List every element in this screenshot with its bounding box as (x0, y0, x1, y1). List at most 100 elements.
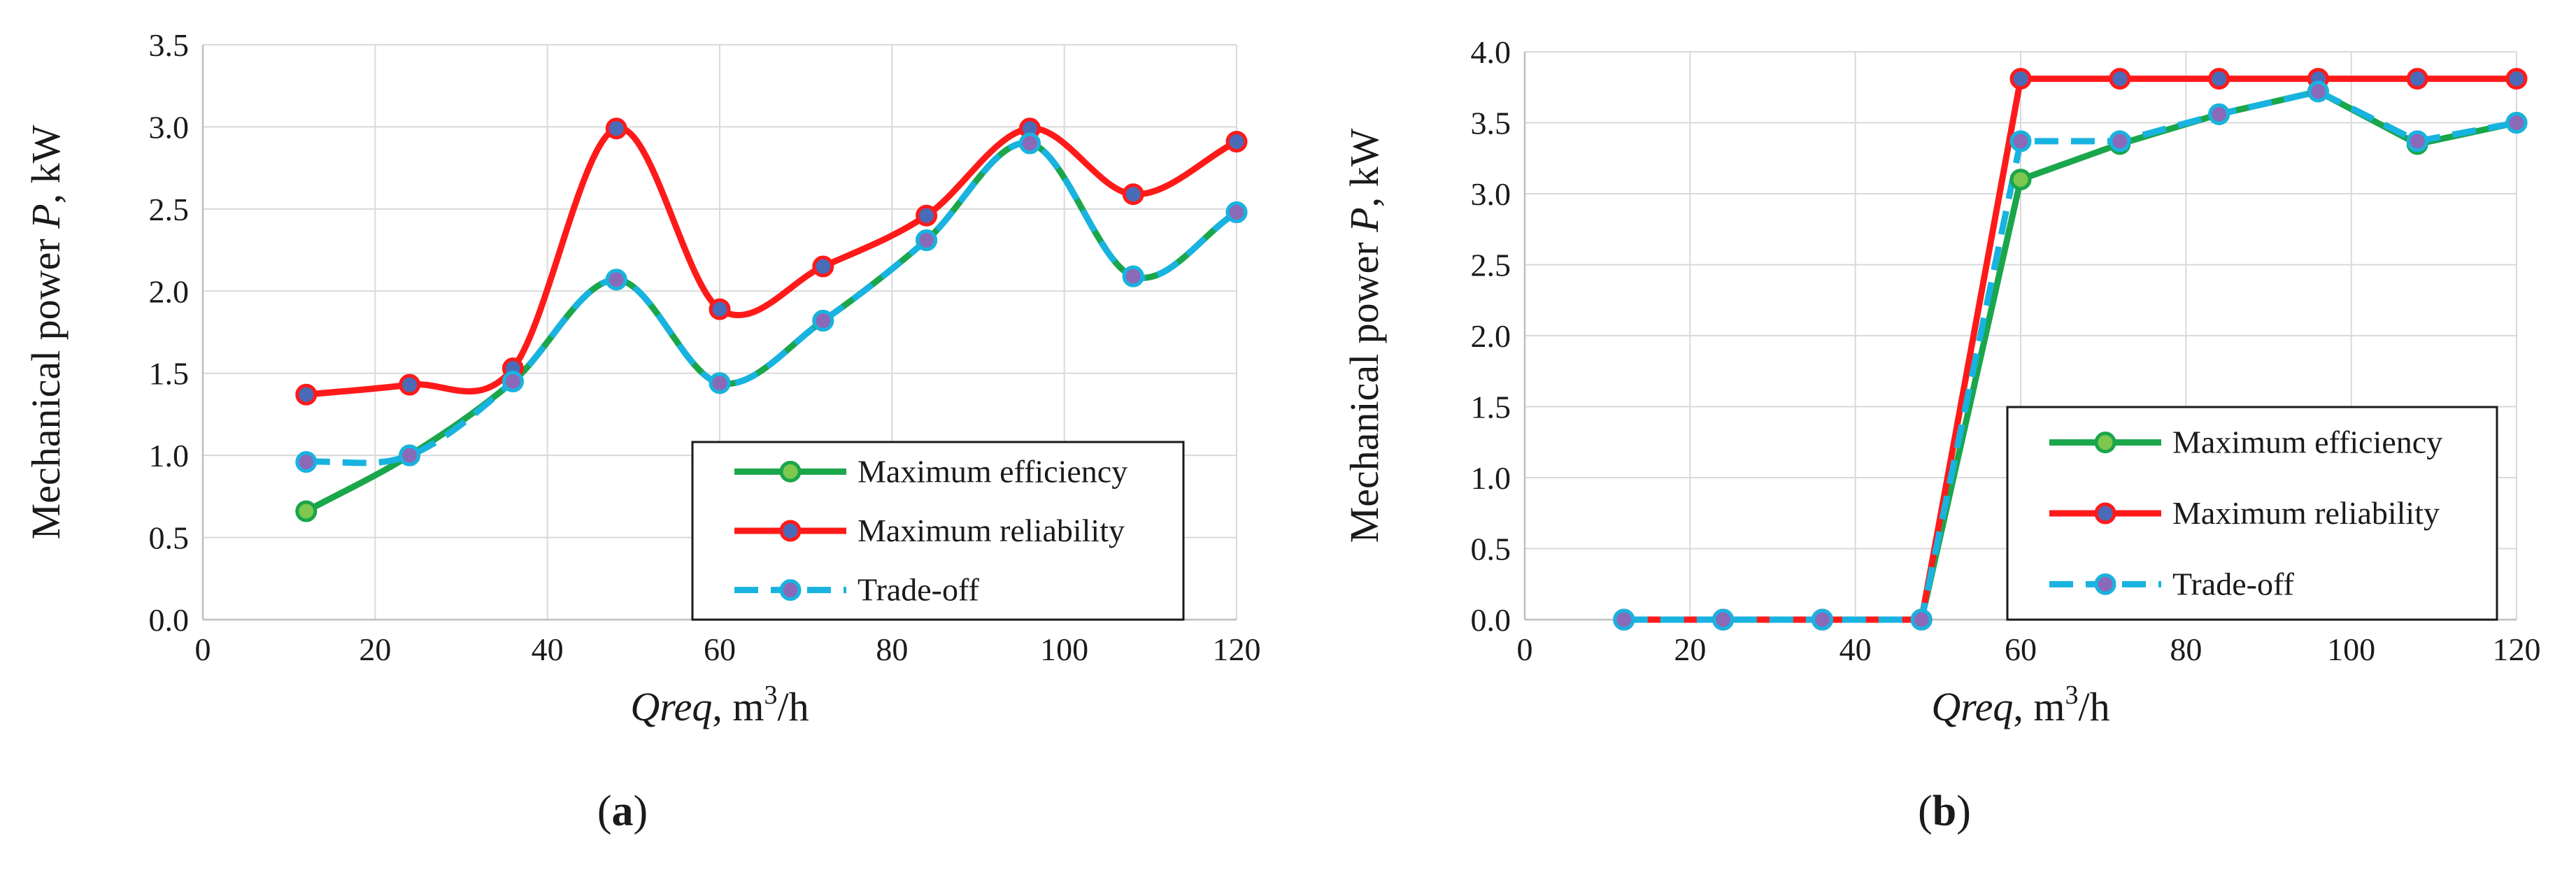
y-axis-title-prefix: Mechanical power (1342, 232, 1387, 543)
y-axis-title-variable: P (1342, 207, 1387, 232)
x-tick-label: 0 (1517, 632, 1533, 667)
panel-label-close-paren: ) (634, 787, 648, 835)
legend-label: Maximum reliability (858, 513, 1125, 548)
y-tick-label: 3.5 (149, 27, 190, 63)
x-axis-title-unit-tail: /h (778, 684, 809, 729)
y-axis-title-unit: , kW (1342, 128, 1387, 207)
data-point-trade-off (2505, 112, 2528, 134)
data-point-trade-off (399, 444, 421, 466)
legend-marker-sample (2094, 573, 2116, 595)
data-point-trade-off (1018, 132, 1041, 155)
x-tick-label: 60 (704, 632, 736, 667)
y-tick-label: 1.0 (1471, 460, 1511, 496)
data-point-maximum-reliability (709, 298, 731, 320)
data-point-trade-off (1712, 608, 1735, 631)
x-tick-label: 20 (359, 632, 391, 667)
x-axis-title-variable: Qreq (630, 684, 712, 729)
data-point-maximum-reliability (812, 255, 834, 278)
y-tick-label: 1.5 (1471, 390, 1511, 425)
data-point-maximum-reliability (1225, 131, 1248, 153)
x-axis-title-superscript: 3 (764, 680, 778, 710)
legend-marker-sample (2094, 502, 2116, 525)
y-axis-title-variable: P (23, 204, 69, 229)
data-point-maximum-reliability (295, 383, 318, 406)
data-point-maximum-efficiency (295, 500, 318, 522)
x-tick-label: 20 (1674, 632, 1706, 667)
data-point-trade-off (1613, 608, 1635, 631)
y-tick-label: 0.5 (149, 520, 190, 556)
legend-label: Maximum efficiency (2172, 425, 2442, 460)
y-tick-label: 0.0 (1471, 602, 1511, 638)
data-point-maximum-reliability (399, 373, 421, 396)
x-tick-label: 40 (532, 632, 564, 667)
legend-marker-sample (779, 520, 802, 542)
x-axis-title: Qreq, m3/h (1931, 680, 2109, 729)
chart-panel-a: 0 20 40 60 80 100 120 0.0 0.5 1.0 1.5 2.0 2.5 3.0 3.5 Q… (23, 27, 1261, 835)
x-axis-title-unit-tail: /h (2079, 684, 2110, 729)
y-tick-label: 3.5 (1471, 106, 1511, 141)
data-point-trade-off (709, 372, 731, 394)
legend-label: Trade-off (2172, 566, 2294, 601)
data-point-maximum-reliability (2109, 68, 2131, 90)
y-tick-label: 2.0 (1471, 318, 1511, 354)
data-point-trade-off (295, 451, 318, 473)
legend-marker-sample (779, 579, 802, 601)
y-tick-label: 0.5 (1471, 532, 1511, 567)
data-point-trade-off (2406, 130, 2428, 152)
x-tick-label: 80 (2170, 632, 2202, 667)
y-axis-title-prefix: Mechanical power (23, 229, 69, 539)
x-axis-title: Qreq, m3/h (630, 680, 809, 729)
panel-label-open-paren: ( (597, 787, 612, 835)
y-tick-label: 0.0 (149, 602, 190, 638)
panel-label: (a) (597, 787, 648, 835)
x-tick-label: 100 (1040, 632, 1088, 667)
legend-marker-sample (2094, 432, 2116, 454)
panel-label-close-paren: ) (1956, 787, 1971, 835)
x-axis-title-variable: Qreq (1931, 684, 2013, 729)
data-point-maximum-reliability (2406, 68, 2428, 90)
legend-marker-sample (779, 460, 802, 483)
y-tick-label: 2.5 (149, 192, 190, 227)
legend-label: Maximum efficiency (858, 453, 1127, 489)
x-axis-title-superscript: 3 (2065, 680, 2079, 710)
data-point-trade-off (2009, 130, 2032, 152)
data-point-trade-off (2208, 103, 2230, 125)
y-tick-label: 2.0 (149, 273, 190, 309)
panel-label-open-paren: ( (1918, 787, 1933, 835)
data-point-trade-off (1122, 265, 1144, 287)
panel-label-letter: a (612, 787, 634, 835)
data-point-trade-off (1910, 608, 1933, 631)
chart-panel-b: 0 20 40 60 80 100 120 0.0 0.5 1.0 1.5 2.0 2.5 3.0 3.5 4… (1342, 34, 2541, 835)
legend-label: Maximum reliability (2172, 495, 2440, 531)
x-axis-title-unit: , m (712, 684, 764, 729)
x-tick-label: 80 (876, 632, 908, 667)
data-point-maximum-reliability (2208, 68, 2230, 90)
data-point-maximum-reliability (2505, 68, 2528, 90)
data-point-trade-off (605, 269, 627, 291)
y-tick-label: 2.5 (1471, 248, 1511, 283)
y-tick-label: 1.5 (149, 356, 190, 392)
x-tick-label: 120 (2493, 632, 2541, 667)
data-point-trade-off (1225, 201, 1248, 224)
legend: Maximum efficiency Maximum reliability Tra… (691, 441, 1185, 621)
series-line-trade-off (306, 140, 1239, 466)
y-axis-title: Mechanical power P, kW (23, 124, 69, 539)
data-point-trade-off (2307, 80, 2329, 103)
data-point-maximum-reliability (916, 204, 938, 227)
data-point-trade-off (812, 310, 834, 332)
y-tick-label: 3.0 (149, 109, 190, 145)
data-point-trade-off (916, 229, 938, 251)
y-axis-title: Mechanical power P, kW (1342, 128, 1387, 543)
data-point-maximum-reliability (1122, 183, 1144, 206)
x-tick-label: 60 (2005, 632, 2037, 667)
x-tick-label: 120 (1213, 632, 1261, 667)
data-point-maximum-reliability (2009, 68, 2032, 90)
data-point-trade-off (1811, 608, 1833, 631)
data-point-maximum-efficiency (2009, 169, 2032, 191)
data-point-trade-off (501, 370, 524, 392)
panel-label: (b) (1918, 787, 1971, 835)
y-tick-label: 1.0 (149, 438, 190, 473)
y-axis-title-unit: , kW (23, 124, 69, 204)
legend: Maximum efficiency Maximum reliability Tra… (2006, 406, 2498, 621)
series-line-trade-off (1623, 88, 2517, 623)
